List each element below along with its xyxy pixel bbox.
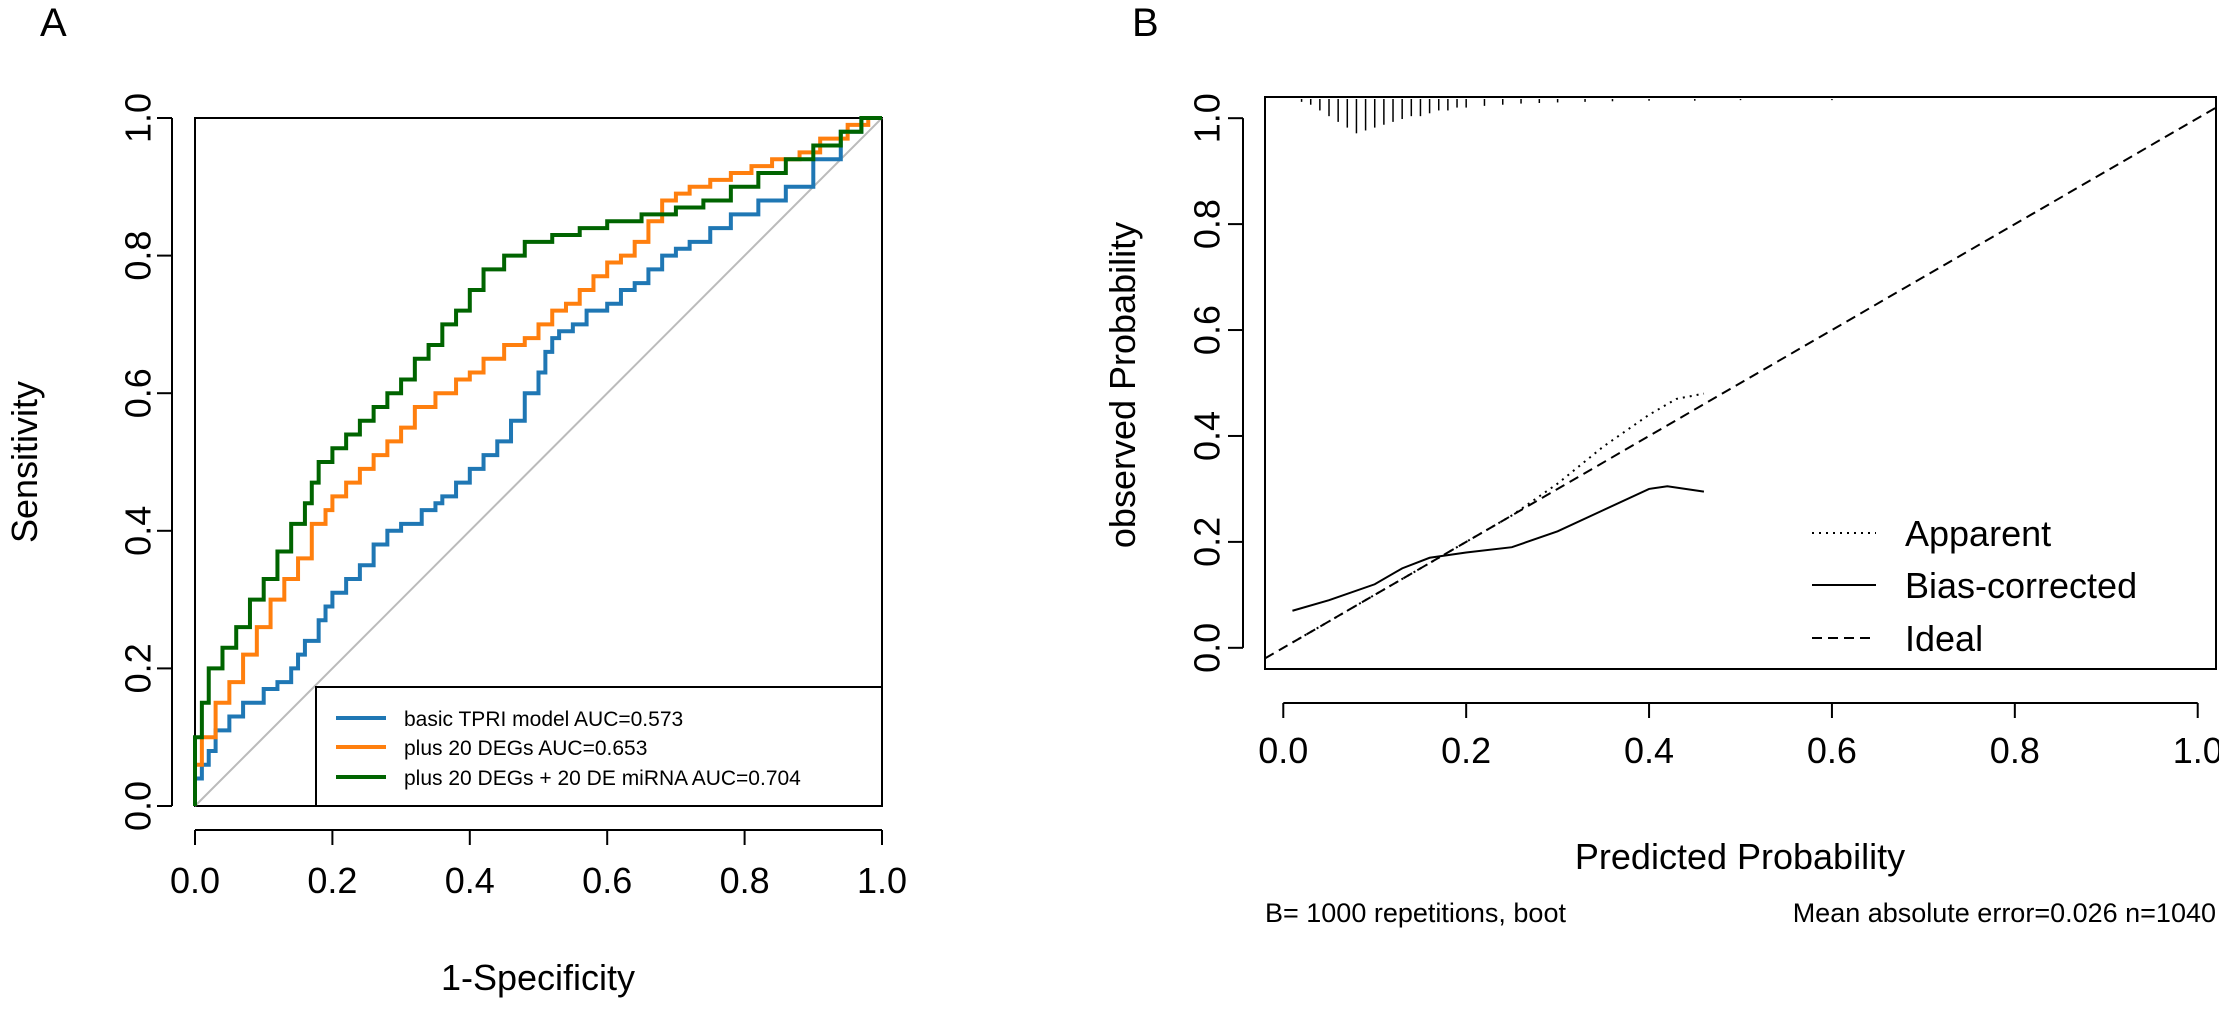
panel-b-series-group xyxy=(1264,106,2217,660)
panel-b-y-tick-label: 0.0 xyxy=(1187,623,1228,673)
roc-curve-plus-20-degs xyxy=(193,116,882,806)
panel-b-legend: Apparent Bias-corrected Ideal xyxy=(1812,513,2137,659)
panel-b-rug-group xyxy=(1300,99,1833,134)
panel-b-x-axis-title: Predicted Probability xyxy=(1575,836,1905,877)
panel-b-y-tick-label: 0.6 xyxy=(1187,305,1228,355)
legend-label-ideal: Ideal xyxy=(1905,618,1983,659)
calibration-line-bias-corrected xyxy=(1292,485,1705,612)
panel-b-footnote-left: B= 1000 repetitions, boot xyxy=(1265,898,1566,928)
panel-a-series-group xyxy=(193,116,882,806)
panel-b-y-tick-label: 1.0 xyxy=(1187,93,1228,143)
panel-a-roc-chart: A 0.0 0.2 0.4 0.6 0.8 1.0 0.00.20.40.60.81.0 … xyxy=(4,1,907,998)
panel-a-legend: basic TPRI model AUC=0.573 plus 20 DEGs … xyxy=(315,686,883,807)
panel-b-x-tick-label: 0.0 xyxy=(1258,730,1308,771)
legend-label-plus-degs: plus 20 DEGs AUC=0.653 xyxy=(404,737,647,760)
panel-b-y-axis-title: observed Probability xyxy=(1102,222,1143,548)
panel-a-x-tick-label: 0.2 xyxy=(307,860,357,901)
panel-b-y-tick-label: 0.4 xyxy=(1187,411,1228,461)
panel-b-y-tick-label: 0.8 xyxy=(1187,199,1228,249)
panel-a-y-tick-label: 1.0 xyxy=(118,93,159,143)
calibration-line-apparent xyxy=(1291,392,1705,644)
panel-a-x-axis-title: 1-Specificity xyxy=(441,957,635,998)
legend-label-plus-degs-mirna: plus 20 DEGs + 20 DE miRNA AUC=0.704 xyxy=(404,767,801,790)
panel-b-x-axis: 0.0 0.2 0.4 0.6 0.8 1.0 xyxy=(1258,702,2219,771)
calibration-line-ideal xyxy=(1264,106,2217,660)
panel-a-x-tick-label: 0.6 xyxy=(582,860,632,901)
roc-curve-plus-20-degs-20-de-mirna xyxy=(193,116,882,806)
panel-b-y-tick-label: 0.2 xyxy=(1187,517,1228,567)
panel-a-x-tick-label: 0.0 xyxy=(170,860,220,901)
panel-b-calibration-chart: B 0.0 0.2 0.4 0.6 0.8 1.0 0.00.20.40.60.81.0 … xyxy=(1102,1,2219,928)
panel-b-x-tick-label: 0.6 xyxy=(1807,730,1857,771)
panel-a-y-tick-label: 0.4 xyxy=(118,506,159,556)
panel-a-y-tick-label: 0.8 xyxy=(118,231,159,281)
panel-a-y-axis: 0.0 0.2 0.4 0.6 0.8 1.0 xyxy=(118,93,173,831)
panel-a-x-tick-label: 0.4 xyxy=(445,860,495,901)
panel-b-y-axis: 0.0 0.2 0.4 0.6 0.8 1.0 xyxy=(1187,93,1244,673)
legend-label-bias-corrected: Bias-corrected xyxy=(1905,565,2137,606)
panel-b-x-tick-label: 0.2 xyxy=(1441,730,1491,771)
panel-b-plot-frame xyxy=(1264,96,2217,670)
panel-a-diagonal-reference xyxy=(194,117,883,807)
panel-b-x-tick-label: 0.4 xyxy=(1624,730,1674,771)
panel-a-reference-group xyxy=(194,117,883,807)
panel-b-x-tick-label: 0.8 xyxy=(1990,730,2040,771)
panel-a-x-tick-label: 0.8 xyxy=(720,860,770,901)
panel-b-footnote-right: Mean absolute error=0.026 n=1040 xyxy=(1793,898,2216,928)
panel-a-y-axis-title: Sensitivity xyxy=(4,381,45,543)
panel-a-letter: A xyxy=(40,1,67,45)
legend-label-basic-tpri: basic TPRI model AUC=0.573 xyxy=(404,708,683,731)
panel-a-legend-box xyxy=(315,686,883,807)
panel-a-x-tick-label: 1.0 xyxy=(857,860,907,901)
panel-a-y-tick-label: 0.6 xyxy=(118,368,159,418)
panel-a-y-tick-label: 0.2 xyxy=(118,643,159,693)
panel-b-letter: B xyxy=(1132,1,1159,45)
panel-a-y-tick-label: 0.0 xyxy=(118,781,159,831)
roc-curve-basic-tpri-model xyxy=(193,116,882,806)
legend-label-apparent: Apparent xyxy=(1905,513,2051,554)
panel-b-x-tick-label: 1.0 xyxy=(2173,730,2219,771)
panel-a-x-axis: 0.0 0.2 0.4 0.6 0.8 1.0 xyxy=(170,829,907,901)
